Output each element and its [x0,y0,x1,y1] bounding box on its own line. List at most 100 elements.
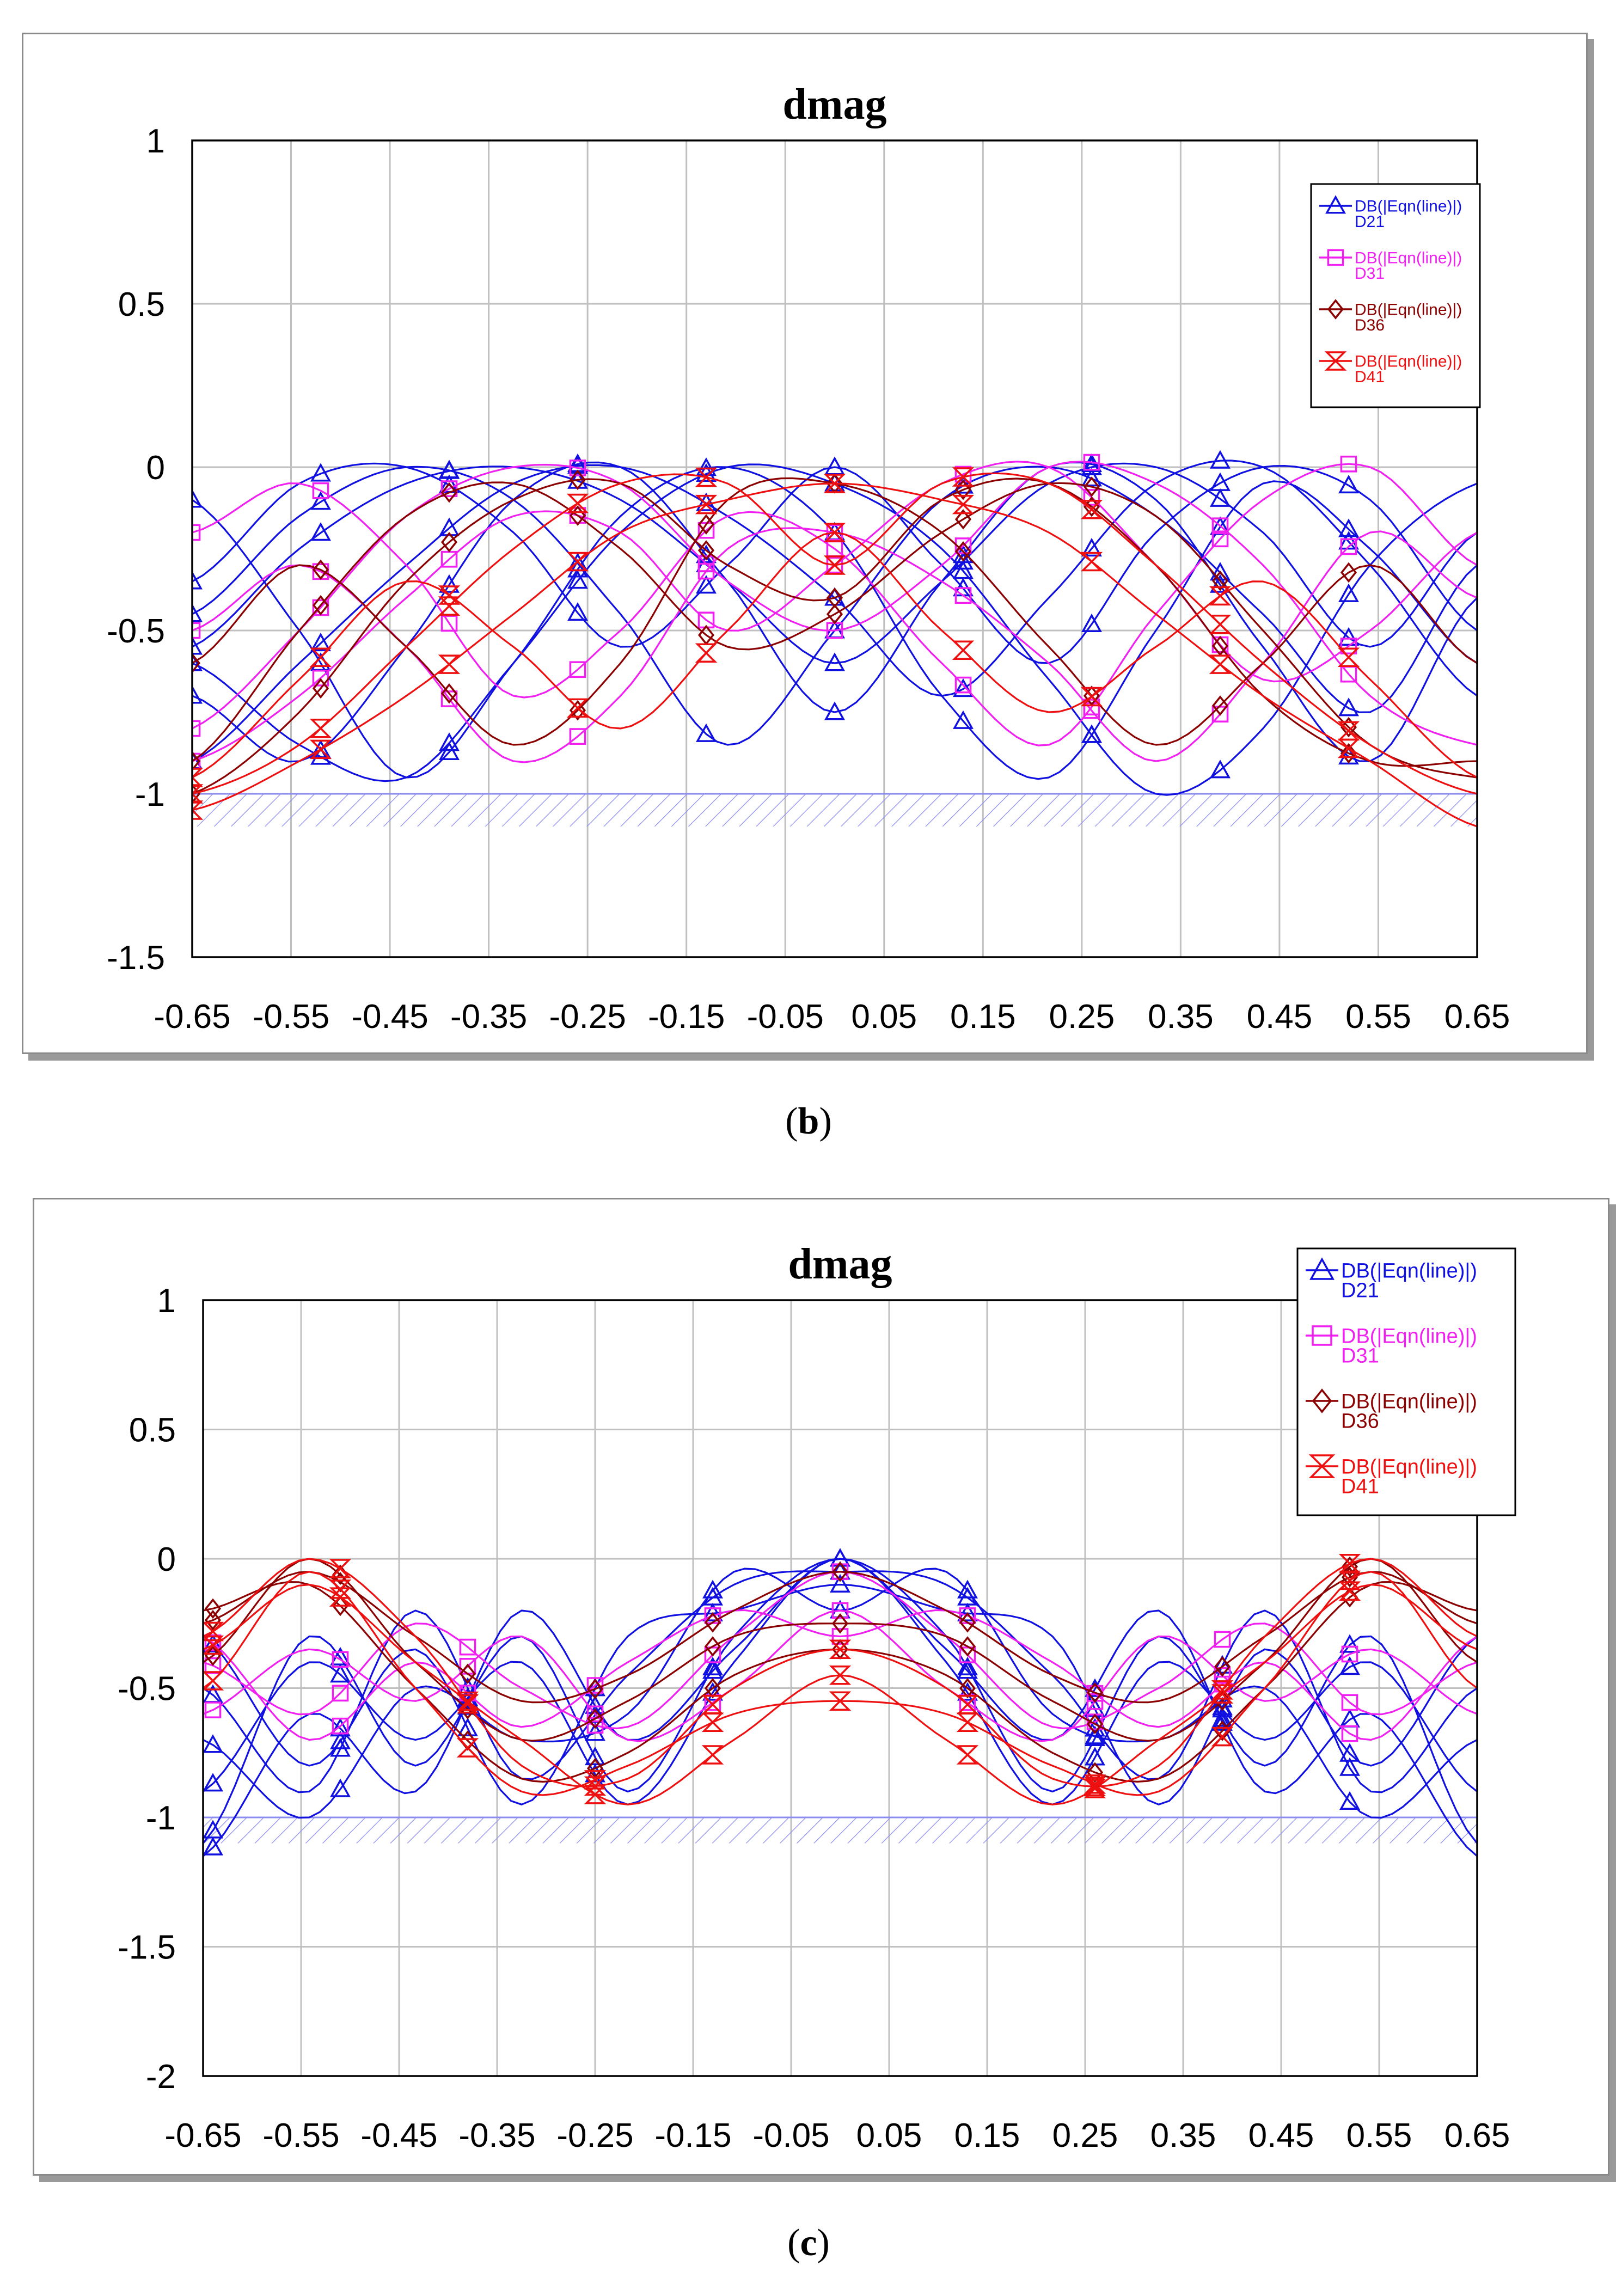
marker-D21-5-1 [310,491,331,510]
marker-D41-1-3 [566,698,589,718]
marker-D41-2-2 [456,1691,479,1711]
marker-D36-0-8 [1214,1656,1231,1677]
marker-D21-4-5 [830,1548,850,1567]
marker-D36-0-6 [959,1612,976,1633]
marker-D36-0-0 [192,751,201,772]
plot-frame [202,1299,1478,2077]
marker-D21-3-9 [1338,518,1359,537]
marker-D21-5-4 [696,723,717,742]
x-tick-label-8: 0.15 [954,2117,1020,2154]
marker-D41-2-2 [438,654,461,674]
legend-label-D36: DB(|Eqn(line)|) [1355,301,1462,319]
legend: DB(|Eqn(line)|)D21DB(|Eqn(line)|)D31DB(|… [1310,183,1481,408]
marker-D21-5-6 [957,1579,978,1599]
marker-D21-5-7 [1081,468,1102,487]
series-line-D31-2 [203,1609,1477,1741]
chart-title: dmag [782,81,886,128]
marker-D21-6-1 [310,746,331,765]
marker-D31-3-4 [697,562,715,580]
marker-D21-2-2 [439,517,460,536]
marker-D21-2-3 [585,1764,605,1783]
legend-sub-D41: D41 [1341,1475,1379,1498]
legend-label-D36: DB(|Eqn(line)|) [1341,1390,1477,1413]
legend-sub-D21: D21 [1341,1279,1379,1302]
legend-label-D41: DB(|Eqn(line)|) [1355,353,1462,371]
marker-D36-2-6 [954,541,972,562]
marker-D21-2-0 [203,1773,223,1792]
x-tick-label-9: 0.25 [1052,2117,1118,2154]
marker-D21-5-2 [439,460,460,479]
legend-box [1296,1247,1516,1516]
y-tick-label-6: -2 [146,2058,176,2096]
marker-D21-0-9 [1339,1634,1360,1653]
marker-D31-3-3 [569,728,586,745]
marker-D31-1-3 [569,661,586,678]
marker-D41-1-8 [1211,1726,1234,1747]
marker-D21-5-1 [330,1778,351,1797]
marker-D36-1-4 [704,1636,721,1657]
x-tick-label-5: -0.15 [648,998,725,1036]
legend-label-D21: DB(|Eqn(line)|) [1355,198,1462,216]
marker-D31-2-9 [1341,1725,1358,1742]
y-tick-label-0: 1 [157,1282,176,1320]
x-tick-label-7: 0.05 [856,2117,922,2154]
marker-D21-2-6 [953,678,974,697]
marker-D21-6-3 [567,570,588,589]
marker-D36-1-8 [1211,635,1229,657]
marker-D36-1-3 [586,1708,604,1729]
series-D41 [203,1553,1477,1805]
marker-D36-1-0 [192,783,201,804]
marker-D31-1-2 [440,615,458,632]
marker-D21-6-2 [439,732,460,751]
marker-D21-3-0 [192,489,203,508]
x-tick-label-4: -0.25 [556,2117,633,2154]
marker-D21-2-8 [1210,450,1231,469]
marker-D41-0-1 [309,719,332,738]
legend-marker-D21 [1325,195,1346,214]
marker-D21-2-4 [696,492,717,511]
marker-D21-0-8 [1210,488,1231,507]
marker-D36-0-7 [1086,1682,1104,1703]
marker-D31-0-7 [1083,454,1100,471]
chart-panel-b: 1 0.5 0 -0.5 -1 -1.5 -0.65 -0.55 -0.45 -0.35 -0.25… [22,33,1588,1054]
x-tick-label-5: -0.15 [654,2117,731,2154]
y-tick-label-1: 0.5 [129,1412,176,1449]
marker-D41-2-7 [1084,1779,1106,1798]
marker-D21-5-9 [1339,1791,1360,1810]
marker-D36-0-6 [954,509,972,530]
marker-D31-1-0 [192,524,201,541]
plot-frame [191,139,1478,958]
marker-D31-0-6 [959,1646,976,1663]
marker-D41-1-2 [438,585,461,605]
x-tick-label-1: -0.55 [253,998,329,1036]
marker-D41-2-8 [1211,1684,1234,1704]
x-tick-label-11: 0.45 [1247,998,1313,1036]
marker-D41-1-6 [952,640,975,660]
x-tick-label-11: 0.45 [1248,2117,1314,2154]
marker-D36-2-3 [569,700,586,721]
series-D21 [203,1548,1477,1857]
marker-D31-2-9 [1340,638,1357,654]
marker-D36-0-0 [204,1609,222,1631]
marker-D41-2-7 [1080,552,1103,572]
marker-D41-0-5 [829,1639,852,1659]
marker-D41-0-8 [1209,614,1232,634]
legend-sub-D21: D21 [1355,213,1385,231]
marker-D36-2-4 [697,514,715,535]
marker-D41-2-6 [956,1745,979,1765]
marker-D21-3-6 [953,710,974,729]
marker-D31-1-6 [954,676,972,694]
y-tick-label-3: -0.5 [107,613,165,650]
marker-D41-1-9 [1337,647,1360,667]
legend-label-D21: DB(|Eqn(line)|) [1341,1259,1477,1282]
series-line-D21-0 [192,462,1477,664]
x-tick-label-6: -0.05 [747,998,824,1036]
marker-D36-0-9 [1340,717,1357,738]
x-tick-label-7: 0.05 [851,998,917,1036]
legend-marker-D31 [1312,1325,1332,1346]
x-tick-label-2: -0.45 [360,2117,437,2154]
marker-D41-2-3 [584,1785,607,1804]
marker-D41-2-4 [695,494,718,515]
marker-D31-0-3 [569,460,586,476]
marker-D21-5-7 [1085,1725,1105,1744]
